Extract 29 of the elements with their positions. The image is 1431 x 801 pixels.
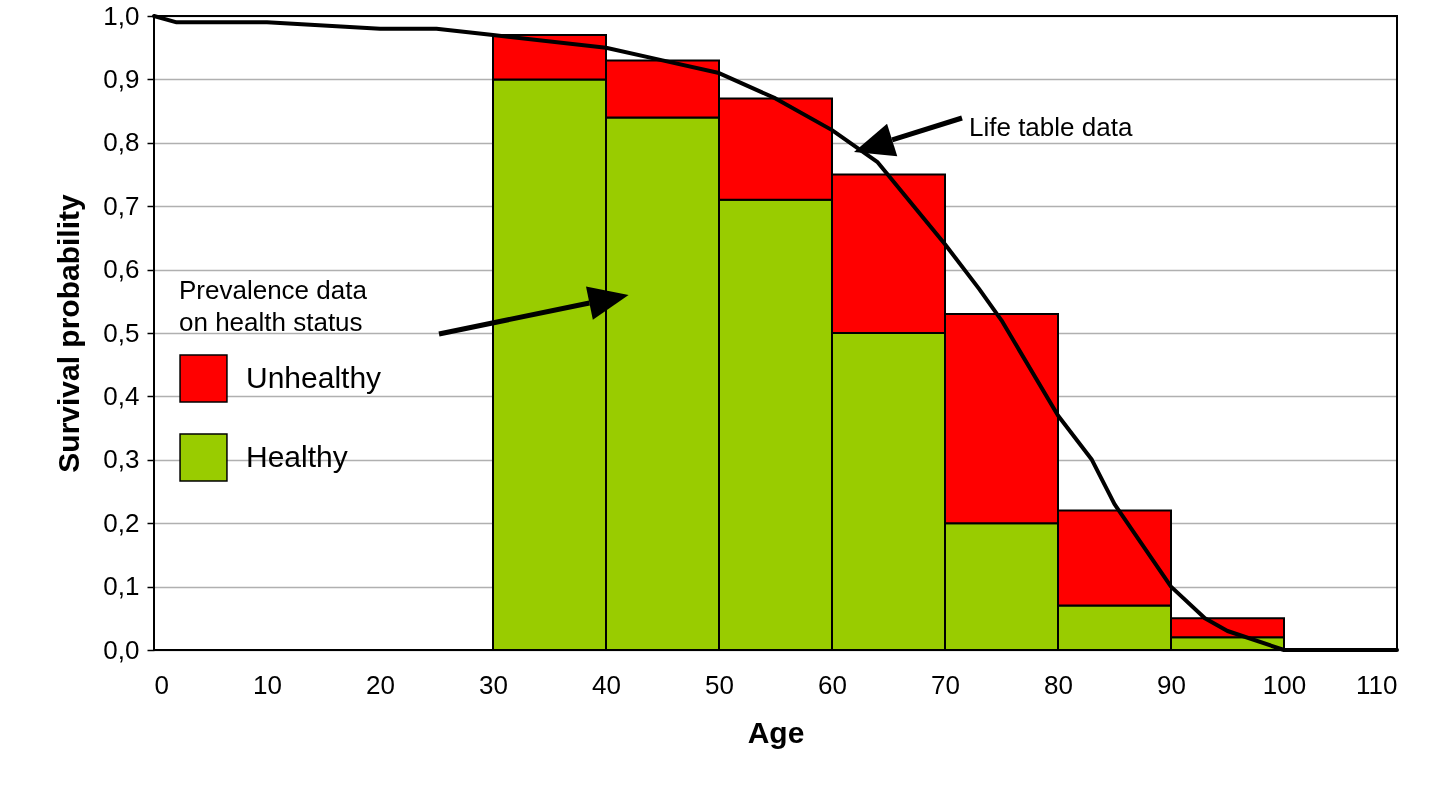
y-tick-label: 0,8 <box>103 127 140 158</box>
x-tick-label: 60 <box>818 669 847 700</box>
x-tick-label: 100 <box>1262 669 1307 700</box>
y-tick-label: 0,4 <box>103 380 140 411</box>
x-tick-label: 50 <box>705 669 734 700</box>
legend-label: Unhealthy <box>246 360 382 394</box>
x-tick-label: 0 <box>154 669 169 700</box>
y-tick-label: 0,0 <box>103 634 140 665</box>
x-tick-label: 20 <box>366 669 395 700</box>
y-tick-label: 0,7 <box>103 190 140 221</box>
legend-title: Prevalence data on health status <box>179 275 368 337</box>
legend-label: Healthy <box>246 439 348 473</box>
y-tick-label: 0,9 <box>103 63 140 94</box>
x-tick-label: 90 <box>1157 669 1186 700</box>
x-tick-label: 10 <box>253 669 282 700</box>
x-tick-label: 40 <box>592 669 621 700</box>
x-tick-label: 70 <box>931 669 960 700</box>
y-tick-label: 0,5 <box>103 317 140 348</box>
y-tick-label: 0,3 <box>103 444 140 475</box>
x-axis-title: Age <box>747 715 805 749</box>
y-tick-label: 0,2 <box>103 507 140 538</box>
y-tick-label: 1,0 <box>103 0 140 31</box>
annotation: Life table data <box>969 112 1133 142</box>
y-tick-label: 0,1 <box>103 571 140 602</box>
x-tick-label: 110 <box>1356 669 1398 700</box>
y-axis-title: Survival probability <box>52 193 86 473</box>
y-tick-label: 0,6 <box>103 254 140 285</box>
x-tick-label: 30 <box>479 669 508 700</box>
x-tick-label: 80 <box>1044 669 1073 700</box>
